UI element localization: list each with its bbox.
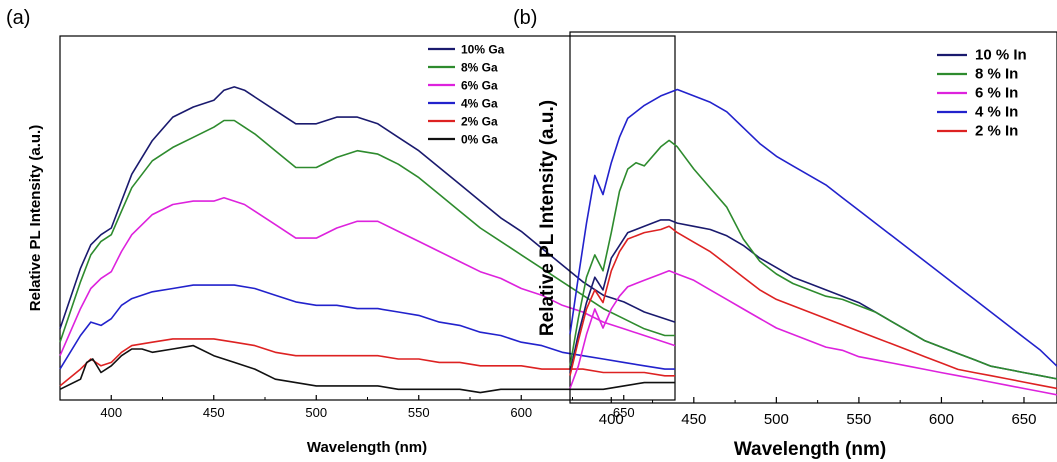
legend-label-2-in: 2 % In [975, 123, 1018, 140]
series-line-2-ga [59, 338, 675, 387]
panel-a: (a) 400 450 500 550 600 650 Wavelength (nm) R… [6, 7, 676, 456]
x-tick-label: 500 [764, 411, 789, 428]
legend-label-6-ga: 6% Ga [461, 79, 498, 93]
x-tick-label: 600 [510, 405, 532, 420]
series-line-6-ga [59, 197, 676, 357]
x-tick-label: 550 [408, 405, 430, 420]
legend-label-8-in: 8 % In [975, 66, 1018, 83]
x-tick-label: 600 [929, 411, 954, 428]
legend-label-2-ga: 2% Ga [461, 115, 498, 129]
legend-label-4-in: 4 % In [975, 104, 1018, 121]
legend-label-8-ga: 8% Ga [461, 61, 498, 75]
legend-label-10-ga: 10% Ga [461, 43, 505, 57]
legend-label-10-in: 10 % In [975, 47, 1027, 64]
legend-label-4-ga: 4% Ga [461, 97, 498, 111]
legend-label-0-ga: 0% Ga [461, 133, 498, 147]
series-line-4-in [569, 88, 1057, 367]
series-line-10-in [569, 219, 1057, 380]
panel-a-legend: 10% Ga 8% Ga 6% Ga 4% Ga 2% Ga 0% Ga [428, 43, 505, 147]
x-tick-label: 650 [613, 405, 635, 420]
panel-b: (b) 400 450 500 550 600 650 Wavelength (nm) R… [513, 7, 1057, 460]
panel-b-x-ticks: 400 450 500 550 600 650 [569, 397, 1036, 428]
panel-b-series [569, 88, 1057, 396]
panel-a-label: (a) [6, 7, 30, 29]
series-line-10-ga [59, 86, 676, 330]
panel-a-ylabel: Relative PL Intensity (a.u.) [27, 125, 44, 311]
panel-a-xlabel: Wavelength (nm) [307, 439, 427, 456]
x-tick-label: 500 [305, 405, 327, 420]
panel-b-xlabel: Wavelength (nm) [734, 439, 886, 460]
panel-a-x-ticks: 400 450 500 550 600 650 [59, 395, 676, 420]
x-tick-label: 450 [203, 405, 225, 420]
series-line-0-ga [59, 344, 675, 394]
panel-a-frame [59, 35, 676, 401]
series-line-6-in [569, 270, 1057, 396]
series-line-8-ga [59, 119, 675, 343]
panel-b-legend: 10 % In 8 % In 6 % In 4 % In 2 % In [937, 47, 1027, 140]
panel-b-frame [569, 31, 1057, 404]
x-tick-label: 450 [681, 411, 706, 428]
x-tick-label: 400 [100, 405, 122, 420]
x-tick-label: 550 [846, 411, 871, 428]
legend-label-6-in: 6 % In [975, 85, 1018, 102]
x-tick-label: 650 [1011, 411, 1036, 428]
panel-a-series [59, 86, 676, 394]
panel-b-ylabel: Relative PL Intensity (a.u.) [537, 100, 558, 336]
series-line-2-in [569, 225, 1057, 390]
panel-b-label: (b) [513, 7, 537, 29]
series-line-8-in [569, 139, 1057, 380]
x-tick-label: 400 [599, 411, 624, 428]
